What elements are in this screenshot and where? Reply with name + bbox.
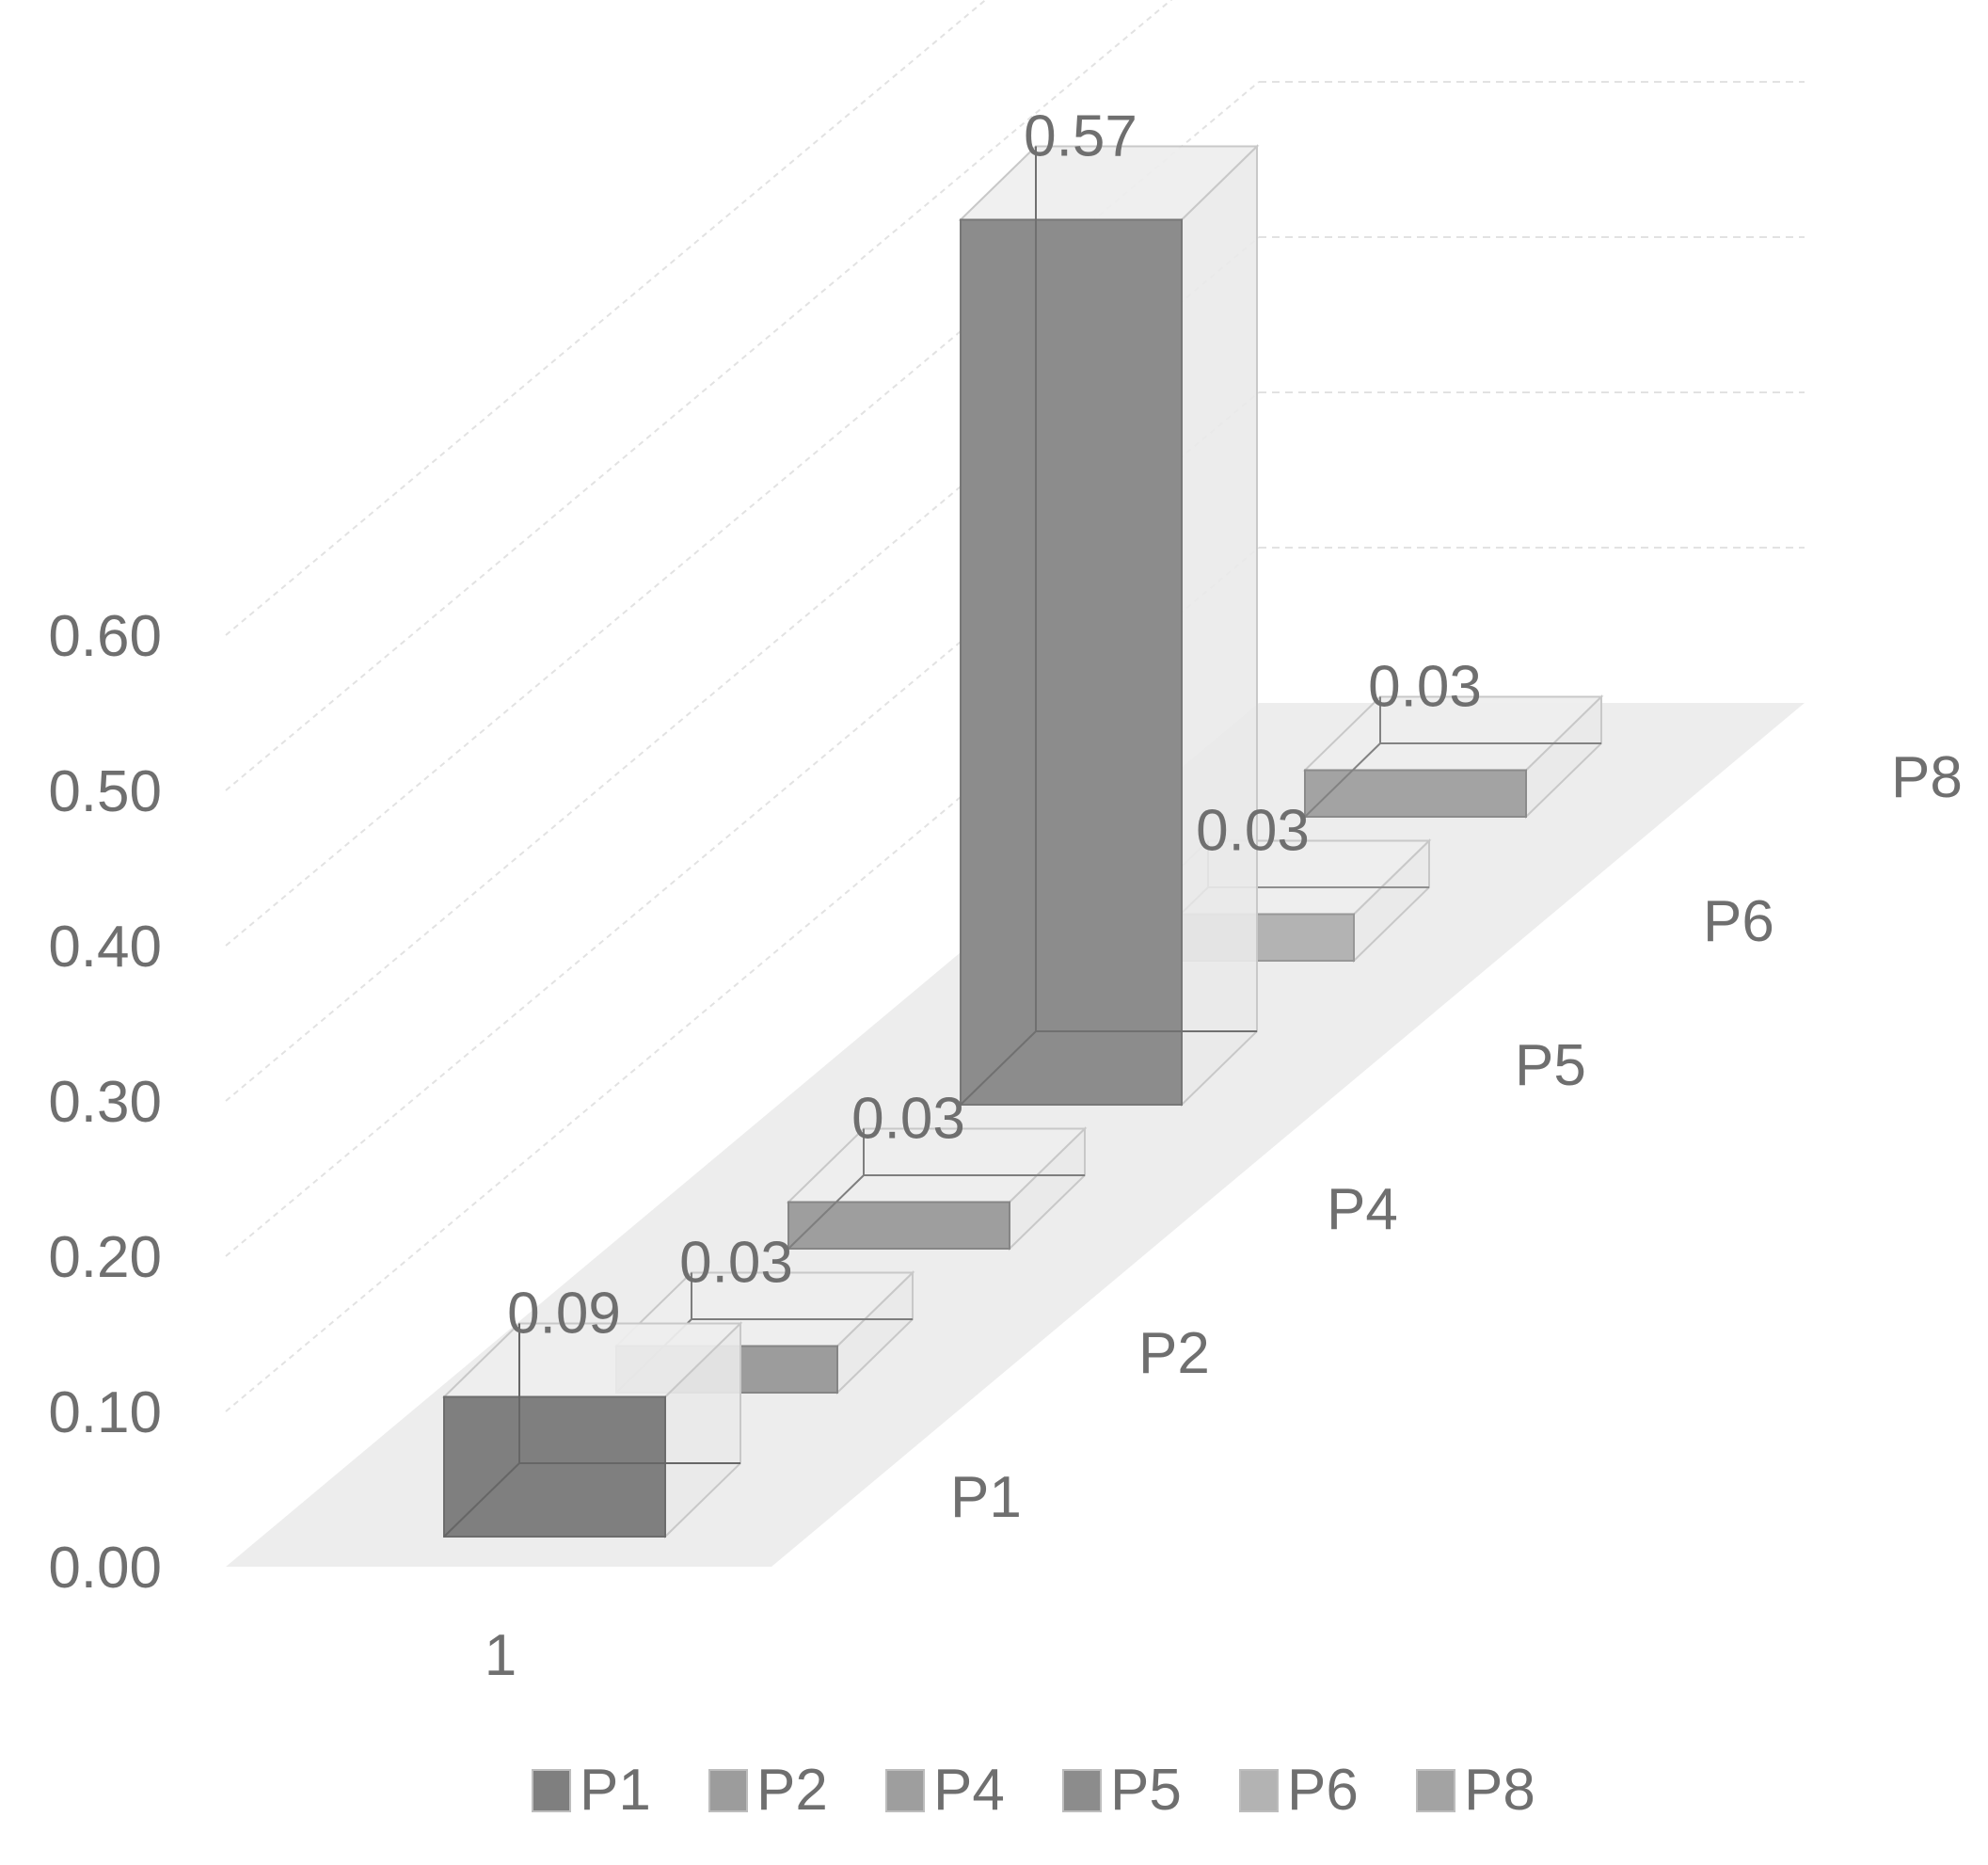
- legend-swatch: [1239, 1769, 1279, 1812]
- bar-p8: [1302, 694, 1604, 820]
- bar-front-face: [787, 1201, 1010, 1250]
- depth-axis-label: P2: [1138, 1321, 1210, 1386]
- bar-p1: [441, 1321, 743, 1539]
- legend-label: P4: [933, 1758, 1005, 1823]
- data-label-p2: 0.03: [679, 1231, 793, 1296]
- bar-side-face: [1181, 144, 1258, 1108]
- y-tick-label: 0.40: [48, 915, 162, 980]
- legend-label: P6: [1287, 1758, 1359, 1823]
- category-label: 1: [485, 1623, 517, 1688]
- y-tick-label: 0.30: [48, 1070, 162, 1135]
- gridline-side: [225, 0, 1173, 791]
- depth-axis-label: P6: [1703, 889, 1774, 954]
- legend-swatch: [532, 1769, 571, 1812]
- y-tick-label: 0.60: [48, 604, 162, 669]
- data-label-p4: 0.03: [851, 1087, 965, 1152]
- legend-item: P1: [532, 1758, 651, 1823]
- data-label-p5: 0.57: [1024, 104, 1137, 169]
- legend-swatch: [1416, 1769, 1455, 1812]
- depth-axis-label: P8: [1891, 745, 1963, 810]
- legend-item: P6: [1239, 1758, 1359, 1823]
- legend-item: P5: [1062, 1758, 1182, 1823]
- depth-axis-label: P1: [950, 1465, 1022, 1530]
- legend-swatch: [1062, 1769, 1102, 1812]
- y-tick-label: 0.00: [48, 1536, 162, 1601]
- legend-swatch: [708, 1769, 748, 1812]
- gridline-side: [225, 0, 987, 636]
- data-label-p6: 0.03: [1196, 799, 1310, 864]
- data-label-p8: 0.03: [1368, 655, 1482, 720]
- bar-inner-edge: [1304, 742, 1381, 818]
- bar-p5: [958, 144, 1260, 1108]
- y-tick-label: 0.20: [48, 1225, 162, 1290]
- legend-label: P5: [1110, 1758, 1182, 1823]
- legend-item: P8: [1416, 1758, 1535, 1823]
- legend-item: P2: [708, 1758, 828, 1823]
- bar-inner-edge: [960, 1030, 1037, 1106]
- data-label-p1: 0.09: [507, 1282, 621, 1347]
- bar-p4: [786, 1126, 1088, 1251]
- bar-front-face: [1304, 769, 1527, 818]
- depth-axis-label: P4: [1327, 1177, 1398, 1242]
- y-tick-label: 0.50: [48, 759, 162, 824]
- legend-item: P4: [885, 1758, 1005, 1823]
- legend-swatch: [885, 1769, 925, 1812]
- bar-inner-edge: [787, 1174, 865, 1250]
- bar-inner-edge: [443, 1462, 520, 1538]
- legend-label: P8: [1464, 1758, 1535, 1823]
- legend-label: P2: [756, 1758, 828, 1823]
- y-tick-label: 0.10: [48, 1380, 162, 1445]
- bar-front-face: [960, 218, 1183, 1106]
- bar-front-face: [443, 1395, 666, 1538]
- depth-axis-label: P5: [1515, 1033, 1586, 1098]
- legend-label: P1: [580, 1758, 651, 1823]
